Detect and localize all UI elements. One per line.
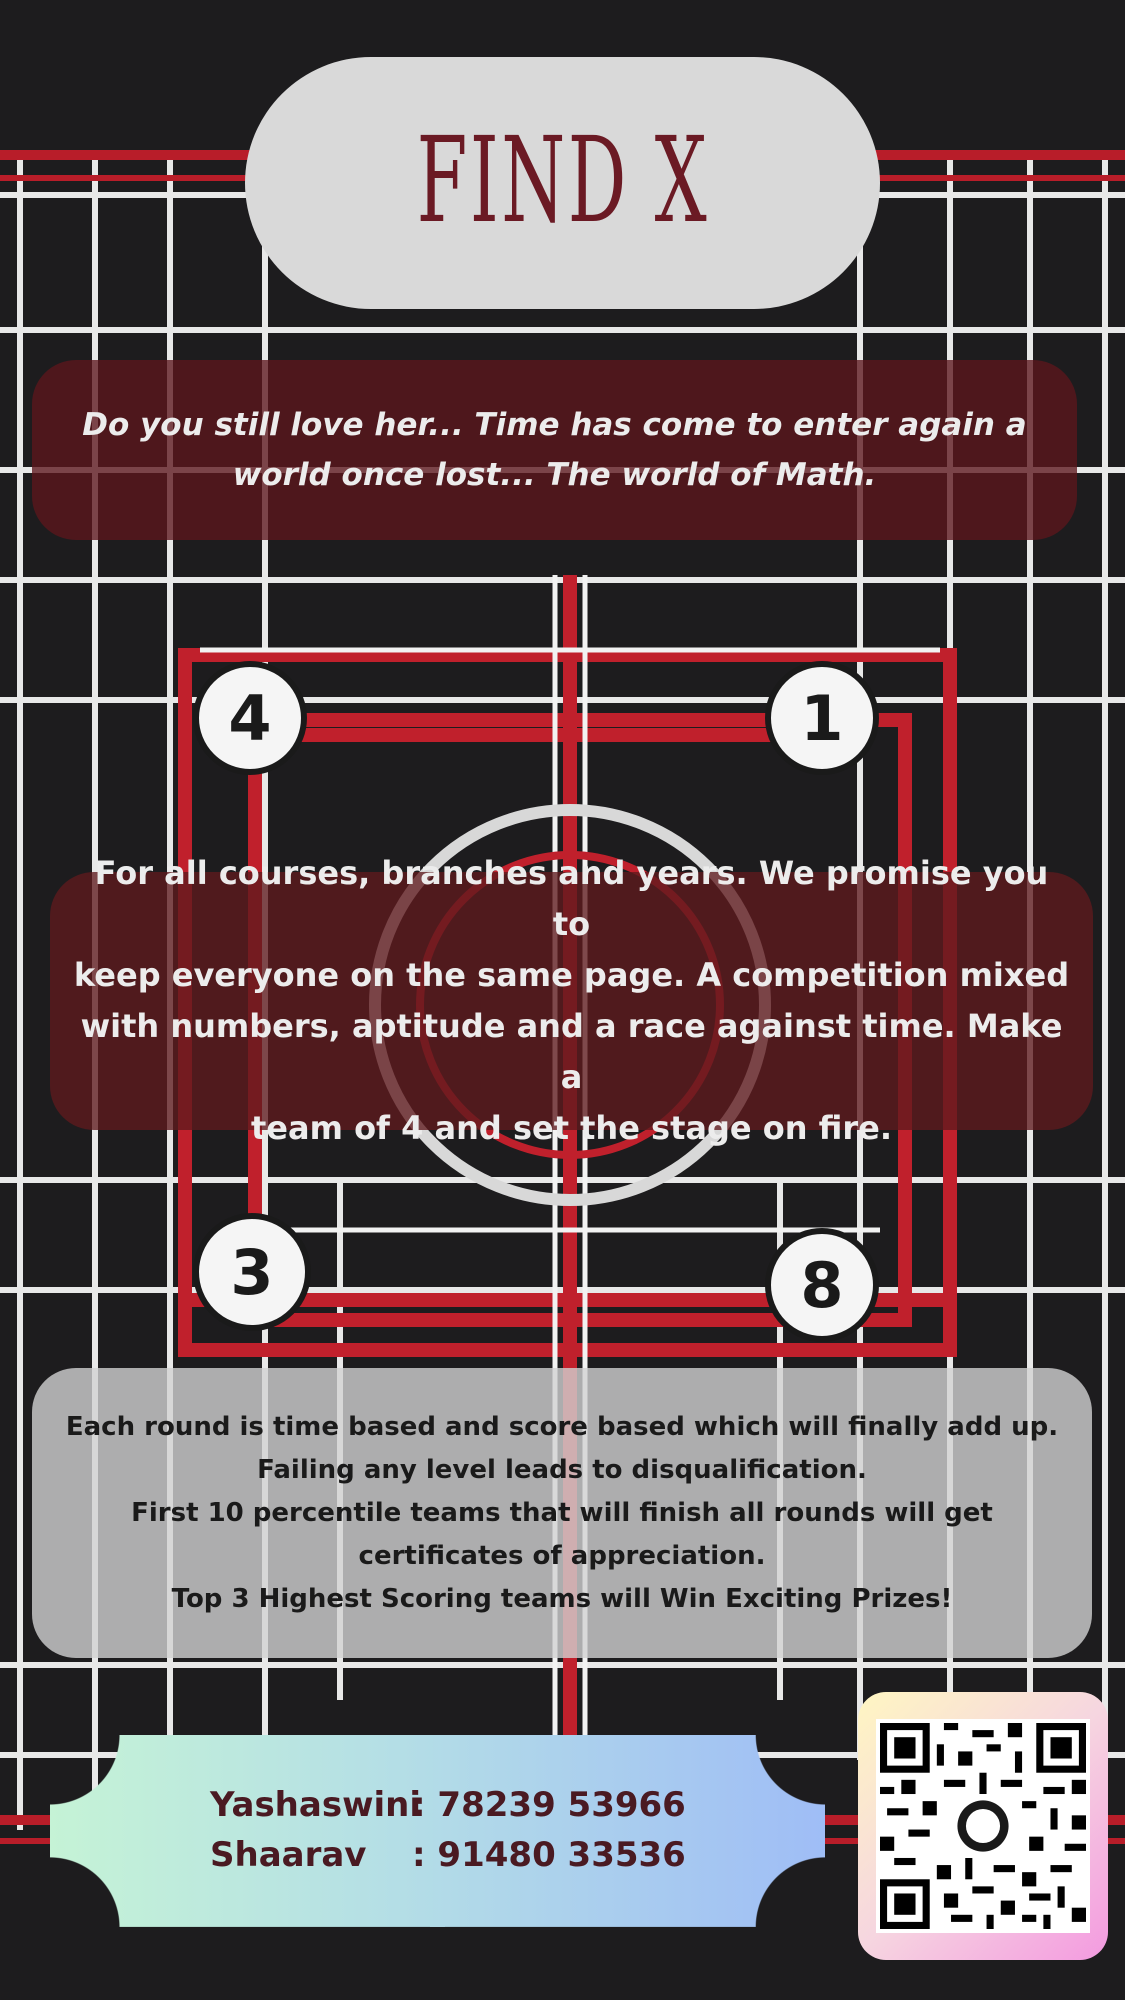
contact-row: Yashaswini : 78239 53966 <box>210 1780 686 1830</box>
description-panel: For all courses, branches and years. We … <box>50 854 1093 1147</box>
contact-row: Shaarav : 91480 33536 <box>210 1830 686 1880</box>
title-pill: FIND X <box>245 57 880 309</box>
qr-code-icon <box>880 1723 1086 1929</box>
intro-text: Do you still love her... Time has come t… <box>60 400 1050 500</box>
contact-number[interactable]: : 91480 33536 <box>412 1835 686 1875</box>
contact-list: Yashaswini : 78239 53966 Shaarav : 91480… <box>210 1780 686 1880</box>
rules-panel: Each round is time based and score based… <box>32 1368 1092 1658</box>
maze-number-1: 1 <box>800 682 843 755</box>
poster-title: FIND X <box>416 111 709 249</box>
description-line: For all courses, branches and years. We … <box>94 854 1049 943</box>
maze-number-3: 3 <box>230 1236 273 1309</box>
contact-ticket <box>50 1735 825 1927</box>
rule-line: certificates of appreciation. <box>358 1540 766 1571</box>
description-text: For all courses, branches and years. We … <box>72 848 1072 1154</box>
maze-number-circles: 4 1 3 8 <box>193 661 879 1342</box>
description-line: with numbers, aptitude and a race agains… <box>80 1007 1063 1096</box>
maze-number-4: 4 <box>228 682 271 755</box>
contact-number[interactable]: : 78239 53966 <box>412 1785 686 1825</box>
rule-line: Each round is time based and score based… <box>65 1411 1059 1442</box>
rule-line: Failing any level leads to disqualificat… <box>257 1454 867 1485</box>
rules-text: Each round is time based and score based… <box>42 1406 1082 1621</box>
qr-code-frame <box>858 1692 1108 1960</box>
description-line: keep everyone on the same page. A compet… <box>73 956 1070 994</box>
intro-line: world once lost... The world of Math. <box>232 457 877 493</box>
maze-number-8: 8 <box>800 1249 843 1322</box>
intro-panel: Do you still love her... Time has come t… <box>32 360 1077 540</box>
contact-name: Shaarav <box>210 1835 367 1875</box>
qr-code[interactable] <box>876 1719 1090 1933</box>
description-line: team of 4 and set the stage on fire. <box>250 1109 892 1147</box>
contact-name: Yashaswini <box>210 1785 421 1825</box>
rule-line: Top 3 Highest Scoring teams will Win Exc… <box>171 1583 953 1614</box>
intro-line: Do you still love her... Time has come t… <box>82 407 1027 443</box>
rule-line: First 10 percentile teams that will fini… <box>131 1497 993 1528</box>
